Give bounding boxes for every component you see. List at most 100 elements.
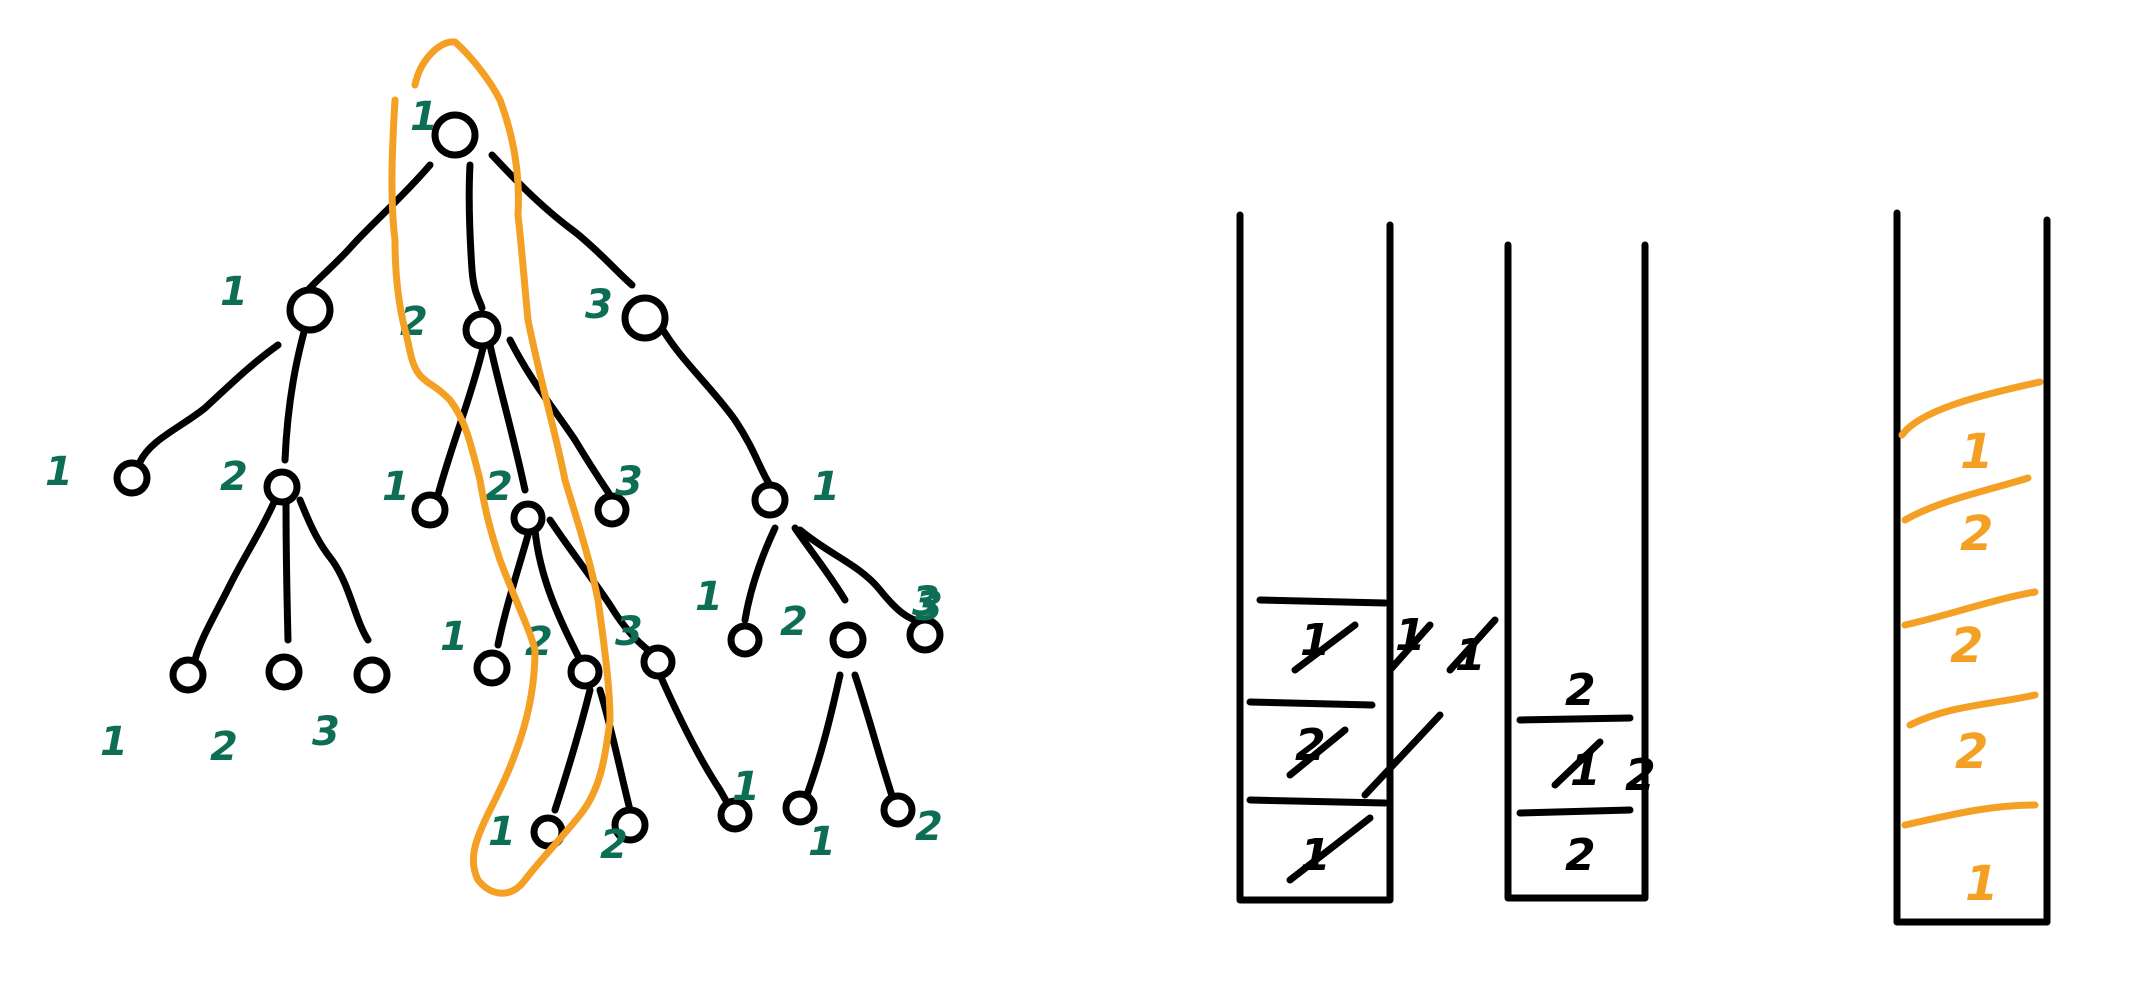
stack-a-container xyxy=(1236,211,1394,904)
edge-label: 2 xyxy=(210,724,238,770)
stack-b-divider xyxy=(1516,714,1634,724)
edge-label: 3 xyxy=(312,709,340,755)
edge-label: 3 xyxy=(915,584,943,630)
stack-c-cell: 2 xyxy=(1950,618,1983,674)
edge-label: 2 xyxy=(600,822,628,868)
tree-edge xyxy=(796,526,934,629)
tree-node xyxy=(265,653,303,691)
tree-edge xyxy=(546,516,659,659)
tree-node xyxy=(906,616,944,654)
stack-a-side-mark: 1 xyxy=(1395,610,1426,661)
stack-b-side-mark: 2 xyxy=(1625,750,1656,801)
tree-node xyxy=(717,797,753,833)
stack-c-container xyxy=(1893,209,2051,926)
edge-label: 1 xyxy=(440,614,468,660)
tree-node xyxy=(594,492,630,528)
stack-c-cell: 2 xyxy=(1955,724,1988,780)
edge-labels: 1 1 2 3 1 2 1 2 3 1 3 1 2 3 1 2 3 1 2 3 … xyxy=(45,94,943,868)
tree-node xyxy=(473,649,511,687)
edge-label: 2 xyxy=(780,599,808,645)
edge-label: 3 xyxy=(585,282,613,328)
stack-c: 1 2 2 2 1 xyxy=(1893,209,2051,926)
tree-edge xyxy=(801,671,844,804)
tree-edge xyxy=(791,524,849,604)
tree-node xyxy=(640,644,676,680)
highlighted-path-outline xyxy=(388,38,614,897)
stack-c-divider xyxy=(1901,801,2039,829)
stack-c-divider xyxy=(1901,588,2039,629)
edge-label: 2 xyxy=(220,454,248,500)
edge-label: 1 xyxy=(410,94,438,140)
strike-mark xyxy=(1386,621,1434,674)
stack-a-divider xyxy=(1256,596,1389,607)
strike-mark xyxy=(1551,738,1604,789)
tree-node xyxy=(169,656,207,694)
tree-node xyxy=(829,621,867,659)
tree-edge xyxy=(465,161,486,312)
tree-edge xyxy=(486,341,529,494)
tree-node xyxy=(286,286,334,334)
tree-edge xyxy=(596,686,634,814)
tree-node xyxy=(462,310,502,350)
stack-b-divider xyxy=(1516,806,1634,817)
tree-node xyxy=(611,806,649,844)
stack-c-divider xyxy=(1901,474,2032,524)
tree-node xyxy=(113,459,151,497)
tree-node xyxy=(353,656,391,694)
tree-edge xyxy=(488,151,636,289)
edge-label: 1 xyxy=(45,449,73,495)
strike-mark xyxy=(1286,726,1349,779)
tree-edge xyxy=(191,496,279,664)
tree-node xyxy=(510,500,546,536)
edge-label: 1 xyxy=(488,809,516,855)
edge-label: 1 xyxy=(220,269,248,315)
tree-edge xyxy=(296,161,434,304)
tree-node xyxy=(567,654,603,690)
tree-edge xyxy=(296,496,372,644)
search-tree: 1 1 2 3 1 2 1 2 3 1 3 1 2 3 1 2 3 1 2 3 … xyxy=(45,38,944,897)
tree-node xyxy=(782,790,818,826)
stack-c-divider xyxy=(1906,691,2039,729)
edge-label: 2 xyxy=(915,804,943,850)
tree-edge xyxy=(282,496,292,644)
stack-c-cell: 2 xyxy=(1960,506,1993,562)
stack-c-cell: 1 xyxy=(1965,856,1998,912)
edge-label: 3 xyxy=(615,609,643,655)
edge-label: 3 xyxy=(912,579,940,625)
tree-node xyxy=(263,468,301,506)
tree-node xyxy=(621,294,669,342)
stack-a-divider xyxy=(1246,796,1389,807)
tree-edge xyxy=(656,671,739,819)
stack-b-cell: 2 xyxy=(1565,830,1596,881)
stack-b: 2 1 2 2 xyxy=(1504,241,1656,902)
tree-edge xyxy=(531,526,584,664)
strike-mark xyxy=(1291,621,1359,674)
edge-label: 1 xyxy=(812,464,840,510)
tree-edge xyxy=(741,524,779,624)
stack-c-divider xyxy=(1898,378,2044,439)
tree-edge xyxy=(551,686,594,814)
tree-node xyxy=(411,491,449,529)
edge-label: 3 xyxy=(615,459,643,505)
tree-node xyxy=(880,792,916,828)
tree-edge xyxy=(656,321,774,489)
strike-mark xyxy=(1446,616,1499,674)
edge-label: 1 xyxy=(100,719,128,765)
tree-edge xyxy=(136,341,282,466)
stack-a: 1 2 1 1 1 xyxy=(1236,211,1499,904)
tree-node xyxy=(727,622,763,658)
tree-edge xyxy=(851,671,899,809)
tree-nodes xyxy=(113,111,944,850)
stack-b-container xyxy=(1504,241,1649,902)
tree-node-root xyxy=(431,111,479,159)
edge-label: 2 xyxy=(485,464,513,510)
tree-node xyxy=(751,481,789,519)
edge-label: 1 xyxy=(808,819,836,865)
edge-label: 1 xyxy=(695,574,723,620)
tree-edge xyxy=(506,336,614,499)
stack-b-cell: 2 xyxy=(1565,665,1596,716)
strike-mark xyxy=(1361,711,1444,799)
stack-a-divider xyxy=(1246,698,1376,709)
